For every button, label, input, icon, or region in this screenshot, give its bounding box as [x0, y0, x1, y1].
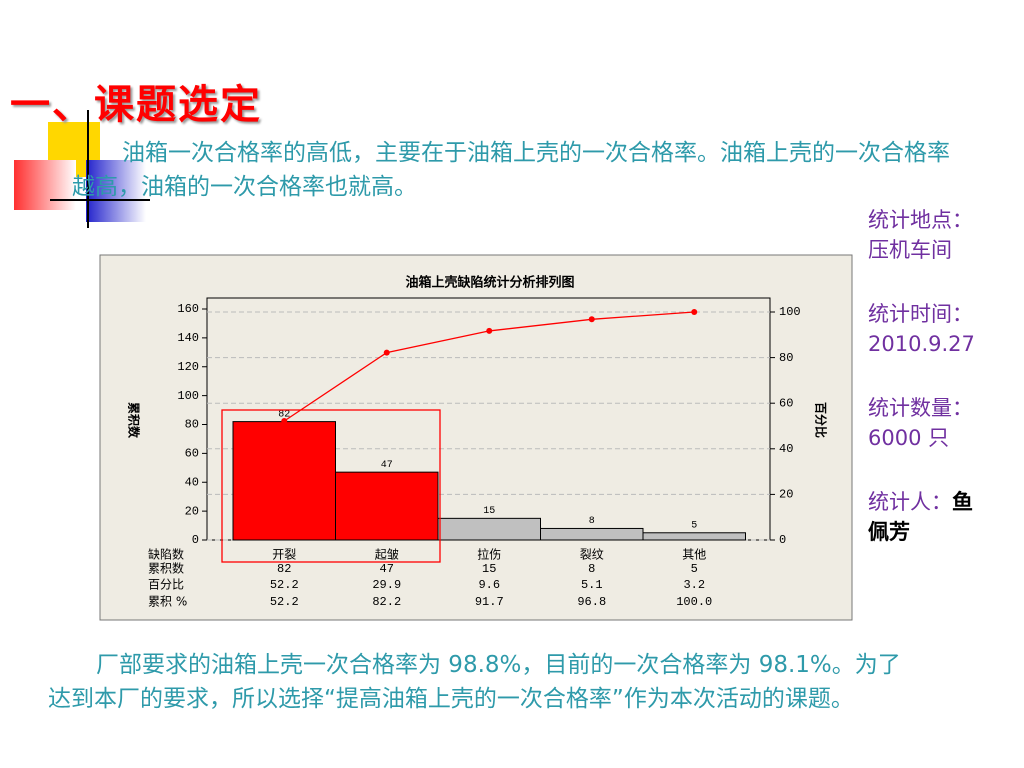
row-header: 累积数 — [148, 561, 184, 576]
y-tick-label: 80 — [185, 418, 199, 432]
table-cell: 5 — [691, 562, 698, 576]
info-value: 压机车间 — [868, 238, 952, 262]
bar-label: 82 — [278, 409, 290, 420]
cumulative-point — [281, 417, 288, 424]
y-tick-label: 40 — [185, 475, 199, 489]
bar — [642, 532, 746, 541]
cumulative-point — [691, 309, 698, 315]
y2-tick-label: 0 — [779, 533, 786, 547]
info-value: 鱼佩芳 — [868, 490, 973, 544]
conclusion-text: 厂部要求的油箱上壳一次合格率为 98.8%，目前的一次合格率为 98.1%。为了… — [48, 652, 901, 712]
info-entry: 统计地点： 压机车间 — [868, 205, 986, 265]
table-cell: 52.2 — [270, 578, 299, 592]
bar-label: 5 — [691, 520, 697, 531]
y-tick-label: 100 — [177, 389, 199, 403]
y2-axis-label: 百分比 — [814, 402, 829, 438]
info-label: 统计时间： — [868, 302, 973, 326]
info-entry: 统计数量： 6000 只 — [868, 393, 986, 453]
y2-tick-label: 20 — [779, 488, 793, 502]
y2-tick-label: 40 — [779, 442, 793, 456]
bar-label: 15 — [483, 506, 495, 517]
info-entry: 统计时间： 2010.9.27 — [868, 299, 986, 359]
table-cell: 91.7 — [475, 595, 504, 609]
info-value: 6000 只 — [868, 426, 950, 450]
x-tick-label: 裂纹 — [580, 548, 604, 562]
y-tick-label: 60 — [185, 447, 199, 461]
y2-tick-label: 100 — [779, 305, 801, 319]
x-tick-label: 拉伤 — [477, 547, 501, 562]
row-header: 百分比 — [148, 578, 184, 592]
info-entry: 统计人：鱼佩芳 — [868, 487, 986, 547]
bar — [540, 527, 644, 541]
table-cell: 3.2 — [683, 578, 705, 592]
table-cell: 82.2 — [372, 595, 401, 609]
table-cell: 8 — [588, 562, 595, 576]
cumulative-point — [383, 349, 390, 356]
info-panel: 统计地点：压机车间 统计时间：2010.9.27 统计数量：6000 只统计人：鱼佩… — [868, 205, 986, 581]
y2-tick-label: 80 — [779, 351, 793, 365]
y-tick-label: 120 — [177, 360, 199, 374]
cumulative-point — [588, 316, 595, 323]
table-cell: 47 — [380, 562, 394, 576]
y-axis-label: 累积数 — [127, 402, 142, 439]
y-tick-label: 140 — [177, 331, 199, 345]
heading: 一、课题选定 — [10, 82, 262, 128]
table-cell: 82 — [277, 562, 291, 576]
cumulative-point — [486, 327, 493, 334]
y2-tick-label: 60 — [779, 396, 793, 410]
chart: 油箱上壳缺陷统计分析排列图 累积数 百分比 缺陷数 累积数 百分比 累积 % 0… — [99, 254, 853, 621]
y-tick-label: 0 — [192, 533, 199, 547]
chart-frame — [99, 254, 853, 621]
deco-square — [86, 160, 146, 222]
bar — [335, 471, 439, 541]
bar — [437, 517, 541, 541]
bar-label: 8 — [589, 516, 595, 527]
x-tick-label: 其他 — [682, 548, 706, 562]
bar — [232, 421, 336, 541]
bar-label: 47 — [381, 460, 393, 471]
x-tick-label: 开裂 — [272, 548, 296, 562]
info-value: 2010.9.27 — [868, 332, 975, 356]
intro-text: 油箱一次合格率的高低，主要在于油箱上壳的一次合格率。油箱上壳的一次合格率越高，油… — [72, 140, 950, 200]
deco-square — [14, 160, 76, 210]
table-cell: 29.9 — [372, 578, 401, 592]
info-label: 统计地点： — [868, 208, 973, 232]
table-cell: 96.8 — [577, 595, 606, 609]
table-cell: 100.0 — [676, 595, 712, 609]
table-cell: 5.1 — [581, 578, 603, 592]
info-label: 统计人： — [868, 490, 952, 514]
table-cell: 15 — [482, 562, 496, 576]
y-tick-label: 160 — [177, 302, 199, 316]
chart-title: 油箱上壳缺陷统计分析排列图 — [405, 275, 574, 291]
highlight-box — [221, 409, 441, 563]
y-tick-label: 20 — [185, 504, 199, 518]
row-header: 累积 % — [148, 595, 187, 609]
row-header: 缺陷数 — [148, 547, 184, 562]
table-cell: 52.2 — [270, 595, 299, 609]
x-tick-label: 起皱 — [375, 547, 399, 562]
table-cell: 9.6 — [478, 578, 500, 592]
info-label: 统计数量： — [868, 396, 973, 420]
